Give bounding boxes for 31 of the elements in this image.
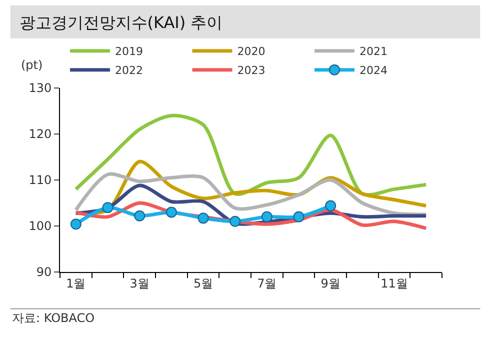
legend-label: 2021 [359, 45, 388, 58]
legend-label: 2024 [359, 64, 388, 78]
point [325, 200, 336, 212]
x-tick-label: 5월 [193, 276, 214, 290]
y-tick-label: 120 [28, 127, 52, 142]
y-tick-label: 100 [28, 219, 52, 234]
x-tick-label: 11월 [380, 276, 408, 290]
text: 자료: KOBACO [12, 311, 95, 325]
point [166, 206, 177, 218]
point [261, 211, 272, 222]
x-tick-label: 7월 [257, 276, 277, 290]
legend-label: 2022 [115, 64, 143, 78]
y-tick-label: 110 [28, 173, 52, 188]
x-tick-label: 3월 [130, 276, 150, 290]
x-tick-label: 1월 [66, 276, 86, 290]
point [230, 216, 241, 227]
point [102, 202, 114, 214]
point [293, 211, 304, 222]
point [70, 218, 82, 230]
y-tick-label: 130 [28, 81, 52, 96]
point [134, 210, 146, 222]
point [198, 212, 209, 224]
y-axis-title: (pt) [21, 58, 43, 72]
line-series [74, 114, 428, 196]
y-tick-label: 90 [36, 265, 52, 280]
legend-label: 2023 [237, 64, 266, 78]
chart-title: 광고경기전망지수(KAI) 추이 [19, 12, 223, 32]
x-tick-label: 9월 [320, 276, 340, 290]
legend-label: 2019 [115, 45, 143, 58]
line-series [74, 172, 428, 216]
legend-label: 2020 [237, 45, 266, 58]
